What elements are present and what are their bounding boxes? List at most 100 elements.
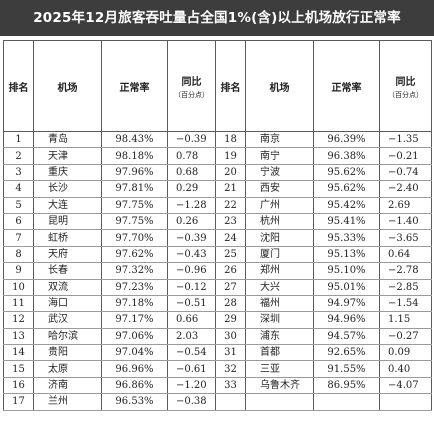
table-body: 1 青岛 98.43% −0.39 18 南京 96.39% −1.35 2 天津 98.18% 0.…	[3, 130, 432, 411]
left-airport-cell: 天津	[33, 147, 102, 165]
left-yoy-cell: −0.39	[167, 130, 216, 149]
right-airport-cell: 沈阳	[245, 229, 314, 247]
right-airport-cell: 乌鲁木齐	[245, 376, 314, 395]
right-airport-cell: 福州	[245, 294, 314, 313]
right-yoy-cell: 0.09	[379, 344, 432, 362]
header-yoy: 同比 （百分点）	[379, 40, 432, 132]
left-airport-cell: 青岛	[33, 130, 102, 149]
right-airport-cell: 三亚	[245, 360, 314, 378]
left-yoy-cell: 0.66	[167, 311, 216, 329]
table-row: 1 青岛 98.43% −0.39 18 南京 96.39% −1.35	[3, 130, 432, 149]
table-row: 4 长沙 97.81% 0.29 21 西安 95.62% −2.40	[3, 180, 432, 198]
right-rank-cell: 18	[215, 130, 246, 149]
right-yoy-cell: −0.74	[379, 163, 432, 182]
left-airport-cell: 海口	[33, 294, 102, 313]
left-airport-cell: 武汉	[33, 311, 102, 329]
left-rate-cell: 97.18%	[101, 294, 168, 313]
right-rank-cell: 23	[215, 212, 246, 231]
left-yoy-cell: −0.12	[167, 278, 216, 296]
right-rank-cell: 31	[215, 344, 246, 362]
header-rate: 正常率	[313, 40, 380, 132]
header-yoy: 同比 （百分点）	[167, 40, 216, 132]
table-row: 16 济南 96.86% −1.20 33 乌鲁木齐 86.95% −4.07	[3, 376, 432, 395]
table-row: 5 大连 97.75% −1.28 22 广州 95.42% 2.69	[3, 196, 432, 214]
empty-cell	[313, 393, 380, 411]
left-airport-cell: 大连	[33, 196, 102, 214]
left-airport-cell: 双流	[33, 278, 102, 296]
left-rank-cell: 3	[3, 163, 34, 182]
left-rate-cell: 97.75%	[101, 196, 168, 214]
table-row: 6 昆明 97.75% 0.26 23 杭州 95.41% −1.40	[3, 212, 432, 231]
empty-cell	[215, 393, 246, 411]
table-row: 10 双流 97.23% −0.12 27 大兴 95.01% −2.85	[3, 278, 432, 296]
right-rate-cell: 95.41%	[313, 212, 380, 231]
right-yoy-cell: −2.40	[379, 180, 432, 198]
right-rank-cell: 21	[215, 180, 246, 198]
empty-cell	[245, 393, 314, 411]
left-rank-cell: 8	[3, 245, 34, 264]
right-rate-cell: 94.57%	[313, 327, 380, 346]
header-airport: 机场	[33, 40, 102, 132]
right-rate-cell: 86.95%	[313, 376, 380, 395]
right-rate-cell: 95.62%	[313, 180, 380, 198]
table-row: 13 哈尔滨 97.06% 2.03 30 浦东 94.57% −0.27	[3, 327, 432, 346]
left-rank-cell: 16	[3, 376, 34, 395]
header-rank: 排名	[215, 40, 246, 132]
left-yoy-cell: 0.68	[167, 163, 216, 182]
right-rank-cell: 32	[215, 360, 246, 378]
left-yoy-cell: −0.54	[167, 344, 216, 362]
header-rate: 正常率	[101, 40, 168, 132]
table-row: 3 重庆 97.96% 0.68 20 宁波 95.62% −0.74	[3, 163, 432, 182]
left-rate-cell: 98.18%	[101, 147, 168, 165]
right-airport-cell: 首都	[245, 344, 314, 362]
left-rank-cell: 6	[3, 212, 34, 231]
left-yoy-cell: −1.28	[167, 196, 216, 214]
left-rank-cell: 14	[3, 344, 34, 362]
header-rank: 排名	[3, 40, 34, 132]
header-airport: 机场	[245, 40, 314, 132]
left-rank-cell: 13	[3, 327, 34, 346]
right-yoy-cell: −1.54	[379, 294, 432, 313]
right-yoy-cell: 0.64	[379, 245, 432, 264]
left-yoy-cell: −0.39	[167, 229, 216, 247]
left-airport-cell: 长春	[33, 262, 102, 280]
left-yoy-cell: −0.61	[167, 360, 216, 378]
right-rank-cell: 22	[215, 196, 246, 214]
left-rate-cell: 97.32%	[101, 262, 168, 280]
right-airport-cell: 郑州	[245, 262, 314, 280]
left-yoy-cell: −1.20	[167, 376, 216, 395]
right-airport-cell: 浦东	[245, 327, 314, 346]
right-yoy-cell: 1.15	[379, 311, 432, 329]
right-rate-cell: 96.39%	[313, 130, 380, 149]
left-rank-cell: 4	[3, 180, 34, 198]
left-rank-cell: 5	[3, 196, 34, 214]
left-yoy-cell: −0.38	[167, 393, 216, 411]
header-row: 排名 机场 正常率 同比 （百分点） 排名 机场 正常率 同比 （百分点）	[3, 40, 432, 132]
right-rate-cell: 95.62%	[313, 163, 380, 182]
left-rank-cell: 1	[3, 130, 34, 149]
right-yoy-cell: −4.07	[379, 376, 432, 395]
right-yoy-cell: −3.65	[379, 229, 432, 247]
right-rate-cell: 95.10%	[313, 262, 380, 280]
table-row: 11 海口 97.18% −0.51 28 福州 94.97% −1.54	[3, 294, 432, 313]
right-rank-cell: 19	[215, 147, 246, 165]
right-rank-cell: 26	[215, 262, 246, 280]
left-airport-cell: 天府	[33, 245, 102, 264]
right-rate-cell: 94.96%	[313, 311, 380, 329]
right-rank-cell: 20	[215, 163, 246, 182]
left-rank-cell: 7	[3, 229, 34, 247]
right-airport-cell: 宁波	[245, 163, 314, 182]
empty-cell	[379, 393, 432, 411]
left-rank-cell: 15	[3, 360, 34, 378]
left-rate-cell: 97.62%	[101, 245, 168, 264]
left-yoy-cell: 2.03	[167, 327, 216, 346]
right-rate-cell: 95.42%	[313, 196, 380, 214]
table-row: 14 贵阳 97.04% −0.54 31 首都 92.65% 0.09	[3, 344, 432, 362]
right-airport-cell: 杭州	[245, 212, 314, 231]
right-rate-cell: 95.01%	[313, 278, 380, 296]
right-yoy-cell: −2.78	[379, 262, 432, 280]
left-rank-cell: 12	[3, 311, 34, 329]
left-yoy-cell: −0.51	[167, 294, 216, 313]
